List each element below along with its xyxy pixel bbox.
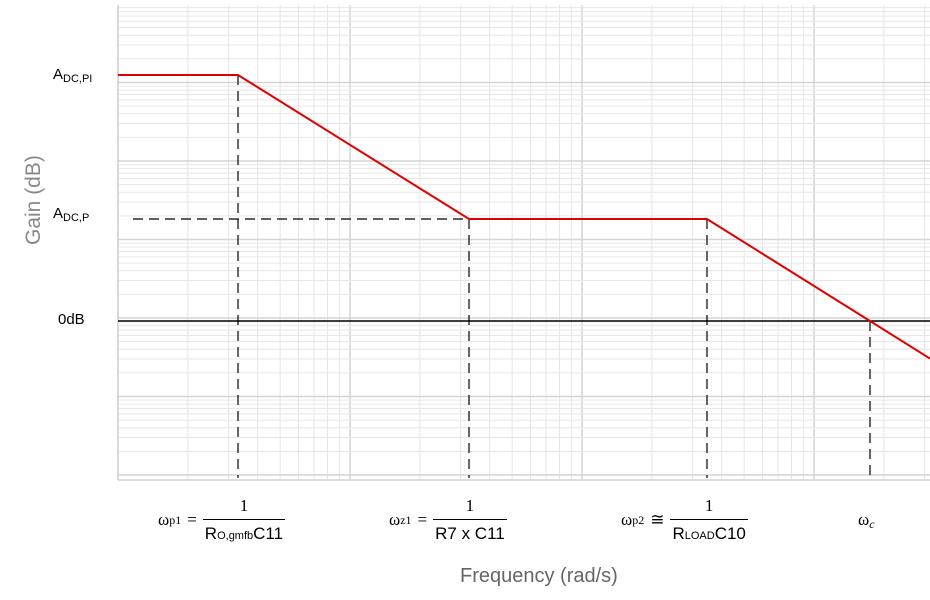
y-tick-adc-pi: ADC,PI	[53, 66, 93, 85]
x-marker-wp1: ω p1 = 1 RO,gmfbC11	[158, 496, 286, 543]
x-marker-wc: ωc	[858, 510, 875, 531]
x-marker-wp2: ω p2 ≅ 1 RLOADC10	[621, 496, 748, 543]
x-marker-wz1: ω z1 = 1 R7 x C11	[389, 496, 507, 543]
gain-curve-series	[118, 74, 930, 360]
guide-lines	[133, 75, 871, 478]
chart-grid	[117, 5, 930, 481]
x-axis-label: Frequency (rad/s)	[460, 565, 618, 587]
y-axis-label: Gain (dB)	[22, 155, 45, 245]
y-tick-adc-p: ADC,P	[53, 205, 90, 224]
y-tick-0db: 0dB	[58, 311, 85, 328]
